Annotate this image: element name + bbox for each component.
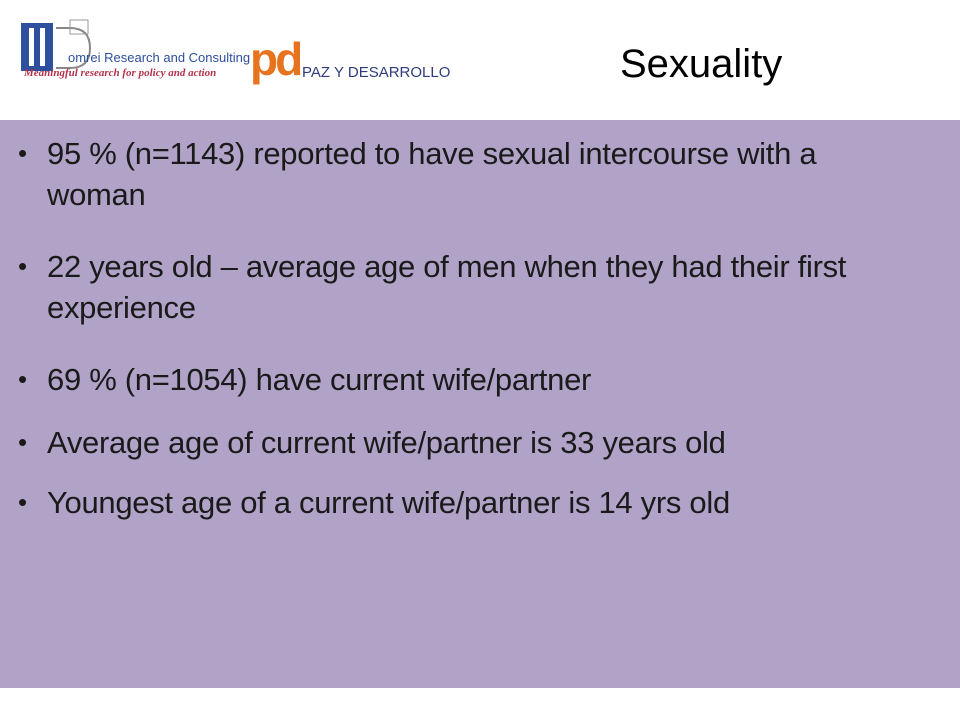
bullet: Youngest age of a current wife/partner i… [18,482,918,523]
logo-mark: pd [250,33,303,85]
bullet: Average age of current wife/partner is 3… [18,422,918,463]
domrei-logo-mark [21,19,92,71]
bullet: 22 years old – average age of men when t… [18,246,918,328]
slide-title: Sexuality [620,42,783,86]
content-panel: 95 % (n=1143) reported to have sexual in… [0,120,960,688]
logo-name: omrei Research and Consulting [68,50,251,65]
logo-tagline: Meaningful research for policy and actio… [24,67,217,79]
bullet: 95 % (n=1143) reported to have sexual in… [18,133,918,215]
logo-name: PAZ Y DESARROLLO [302,64,451,81]
bullet: 69 % (n=1054) have current wife/partner [18,359,918,400]
